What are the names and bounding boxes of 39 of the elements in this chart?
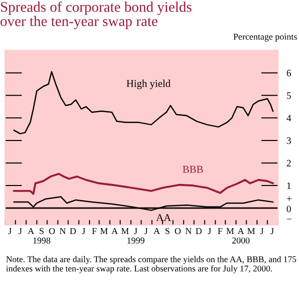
line-series [13, 172, 274, 195]
y-tick-label: 2 [286, 160, 291, 166]
x-tick-label: J [208, 228, 212, 234]
x-tick-label: A [112, 228, 118, 234]
x-tick-label: J [270, 228, 274, 234]
x-tick-label: M [226, 228, 234, 234]
x-tick-label: O [49, 228, 55, 234]
y-tick-label: 1 [287, 182, 291, 189]
y-tick-label: 4 [286, 114, 292, 122]
x-tick-label: F [218, 228, 222, 234]
x-tick-label: O [174, 228, 181, 234]
y-tick-label: 6 [286, 70, 291, 76]
x-tick-label: S 1998 [33, 228, 50, 244]
x-tick-label: J [8, 228, 12, 234]
x-tick-label: J [82, 228, 86, 234]
x-tick-label: F [92, 228, 97, 234]
x-tick-label: J [144, 228, 148, 234]
y-tick-label: + 0 − [286, 196, 292, 220]
series-label: BBB [182, 166, 203, 173]
y-tick-label: 3 [286, 137, 291, 144]
x-tick-label: A [154, 228, 160, 234]
x-tick-label: M [100, 228, 108, 234]
y-axis-title: Percentage points [234, 34, 297, 42]
x-tick-label: S [166, 228, 170, 234]
series-label: AA [156, 214, 172, 222]
x-tick-label: N [185, 228, 192, 234]
x-tick-label: M [121, 228, 129, 234]
x-tick-label: J [260, 228, 264, 234]
y-tick-label: 5 [286, 92, 291, 99]
x-tick-label: M [247, 228, 255, 234]
text: Note. The data are daily. The spreads compare the yields on the AA, BBB, and 175 indexes with the ten-year swap rate. Last observations are for July 17, 2000. [6, 256, 296, 274]
x-tick-label: N [60, 228, 66, 234]
line-series [13, 71, 274, 134]
x-tick-label: A [28, 228, 34, 234]
x-tick-label: D [196, 228, 202, 234]
x-tick-label: J [18, 228, 22, 234]
series-label: High yield [126, 80, 170, 90]
x-tick-label: D [70, 228, 76, 234]
chart-title: Spreads of corporate bond yields over the ten-year swap rate [0, 1, 192, 30]
